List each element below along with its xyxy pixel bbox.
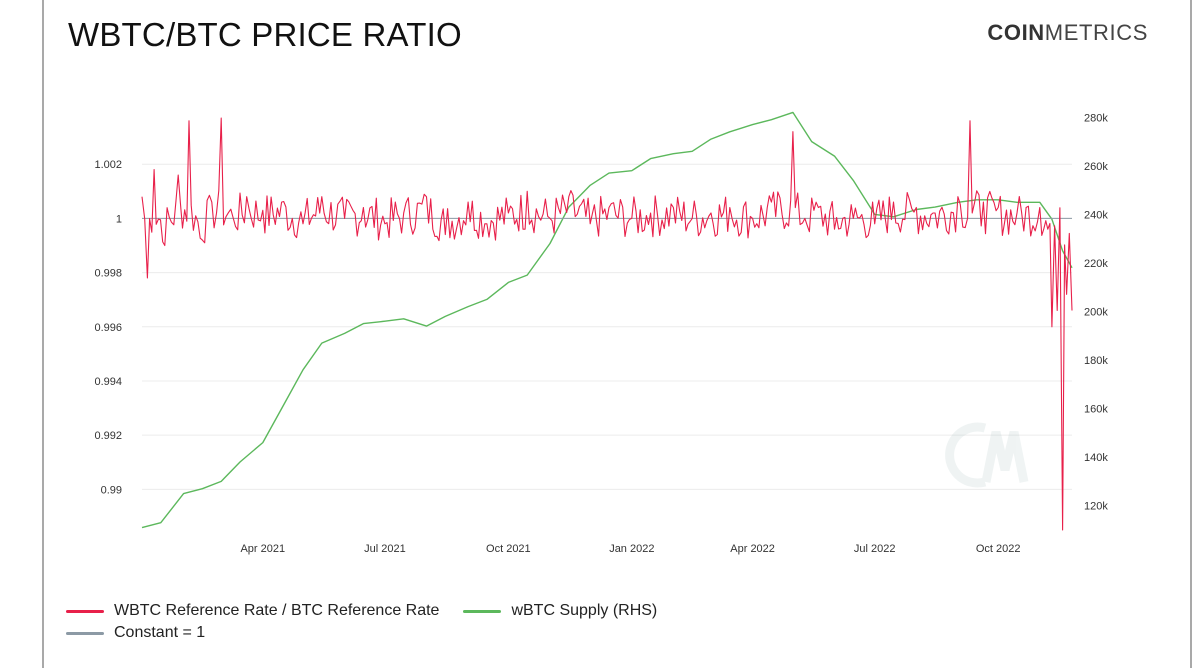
supply-line bbox=[141, 111, 1073, 529]
x-tick-label: Apr 2022 bbox=[730, 543, 775, 555]
y-right-tick-label: 200k bbox=[1084, 307, 1108, 319]
legend: WBTC Reference Rate / BTC Reference Rate… bbox=[66, 600, 681, 644]
y-left-tick-label: 0.998 bbox=[94, 268, 122, 280]
y-right-tick-label: 260k bbox=[1084, 161, 1108, 173]
y-right-tick-label: 140k bbox=[1084, 452, 1108, 464]
ratio-line bbox=[141, 117, 1073, 531]
chart-frame bbox=[42, 0, 1192, 668]
legend-label: WBTC Reference Rate / BTC Reference Rate bbox=[114, 602, 440, 619]
supply-swatch bbox=[463, 609, 502, 613]
y-right-tick-label: 160k bbox=[1084, 404, 1108, 416]
y-right-tick-label: 180k bbox=[1084, 355, 1108, 367]
y-left-tick-label: 1.002 bbox=[94, 159, 122, 171]
x-tick-label: Oct 2021 bbox=[486, 543, 531, 555]
y-right-tick-label: 280k bbox=[1084, 112, 1108, 124]
legend-label: wBTC Supply (RHS) bbox=[511, 602, 658, 619]
y-left-tick-label: 1 bbox=[116, 213, 122, 225]
series bbox=[141, 111, 1073, 531]
x-tick-label: Jan 2022 bbox=[609, 543, 654, 555]
x-tick-label: Apr 2021 bbox=[240, 543, 285, 555]
y-right-tick-label: 240k bbox=[1084, 209, 1108, 221]
axes: 0.99 0.992 0.994 0.996 0.998 1 1.002 120k 140k 16… bbox=[94, 112, 1108, 555]
x-tick-label: Jul 2022 bbox=[854, 543, 896, 555]
y-right-tick-label: 220k bbox=[1084, 258, 1108, 270]
gridlines bbox=[142, 163, 1072, 490]
chart-title: WBTC/BTC PRICE RATIO bbox=[68, 16, 462, 53]
legend-item-supply[interactable]: wBTC Supply (RHS) bbox=[463, 602, 657, 620]
constant-swatch bbox=[66, 631, 104, 635]
y-right-tick-label: 120k bbox=[1084, 501, 1108, 513]
y-left-tick-label: 0.994 bbox=[94, 376, 122, 388]
x-tick-label: Jul 2021 bbox=[364, 543, 406, 555]
y-left-tick-label: 0.99 bbox=[101, 484, 122, 496]
y-left-tick-label: 0.996 bbox=[94, 322, 122, 334]
legend-label: Constant = 1 bbox=[114, 624, 206, 641]
legend-item-constant[interactable]: Constant = 1 bbox=[66, 624, 205, 642]
coinmetrics-logo: COINMETRICS bbox=[987, 20, 1148, 45]
ratio-swatch bbox=[66, 609, 104, 613]
cm-watermark bbox=[945, 422, 1029, 488]
legend-item-ratio[interactable]: WBTC Reference Rate / BTC Reference Rate bbox=[66, 602, 439, 620]
x-tick-label: Oct 2022 bbox=[976, 543, 1021, 555]
y-left-tick-label: 0.992 bbox=[94, 430, 122, 442]
